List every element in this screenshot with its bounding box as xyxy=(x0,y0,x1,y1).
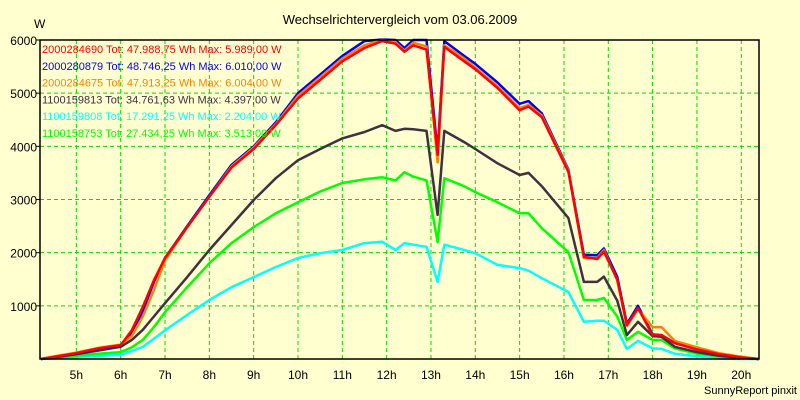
x-tick-label: 14h xyxy=(465,368,485,382)
grid-lines xyxy=(40,40,759,359)
x-tick-label: 5h xyxy=(70,368,83,382)
y-axis-unit-label: W xyxy=(34,17,46,31)
legend-entry-1100159808: 1100159808 Tot: 17.291,25 Wh Max: 2.204,… xyxy=(42,111,281,123)
x-tick-label: 6h xyxy=(114,368,127,382)
x-tick-label: 13h xyxy=(421,368,441,382)
series-line-1100158753 xyxy=(40,170,760,361)
chart-title: Wechselrichtervergleich vom 03.06.2009 xyxy=(283,12,518,27)
x-tick-label: 7h xyxy=(158,368,171,382)
x-tick-label: 20h xyxy=(731,368,751,382)
legend-entry-2000284690: 2000284690 Tot: 47.988,75 Wh Max: 5.989,… xyxy=(42,44,282,56)
x-tick-label: 9h xyxy=(247,368,260,382)
y-tick-label: 5000 xyxy=(10,87,37,101)
legend-entry-2000280879: 2000280879 Tot: 48.746,25 Wh Max: 6.010,… xyxy=(42,61,282,73)
x-tick-label: 8h xyxy=(203,368,216,382)
x-tick-label: 15h xyxy=(510,368,530,382)
legend-entry-2000284675: 2000284675 Tot: 47.913,25 Wh Max: 6.004,… xyxy=(42,78,282,90)
x-tick-label: 18h xyxy=(643,368,663,382)
x-tick-label: 11h xyxy=(333,368,352,382)
x-axis-ticks: 5h 6h 7h 8h 9h 10h 11h 12h 13h 14h 15h 16h 17h 18h 19h… xyxy=(70,368,752,382)
legend-entry-1100159813: 1100159813 Tot: 34.761,63 Wh Max: 4.397,… xyxy=(42,94,281,106)
y-tick-label: 4000 xyxy=(10,140,37,154)
y-tick-label: 6000 xyxy=(10,34,37,48)
x-tick-label: 17h xyxy=(598,368,618,382)
series-line-1100159813 xyxy=(40,123,760,361)
series-line-2000284690 xyxy=(40,39,760,361)
footer-credit: SunnyReport pinxit xyxy=(704,385,797,397)
y-axis-ticks: 1000 2000 3000 4000 5000 6000 xyxy=(10,34,40,314)
legend: 2000284690 Tot: 47.988,75 Wh Max: 5.989,… xyxy=(42,44,282,140)
legend-entry-1100158753: 1100158753 Tot: 27.434,25 Wh Max: 3.513,… xyxy=(42,128,281,140)
y-tick-label: 2000 xyxy=(10,247,37,261)
series-line-1100159808 xyxy=(40,240,759,361)
y-tick-label: 1000 xyxy=(10,300,37,314)
y-tick-label: 3000 xyxy=(10,194,37,208)
plot-frame xyxy=(39,39,760,360)
x-tick-label: 12h xyxy=(377,368,397,382)
x-tick-label: 19h xyxy=(687,368,707,382)
x-tick-label: 16h xyxy=(554,368,574,382)
series-lines xyxy=(40,38,760,361)
x-tick-label: 10h xyxy=(288,368,308,382)
